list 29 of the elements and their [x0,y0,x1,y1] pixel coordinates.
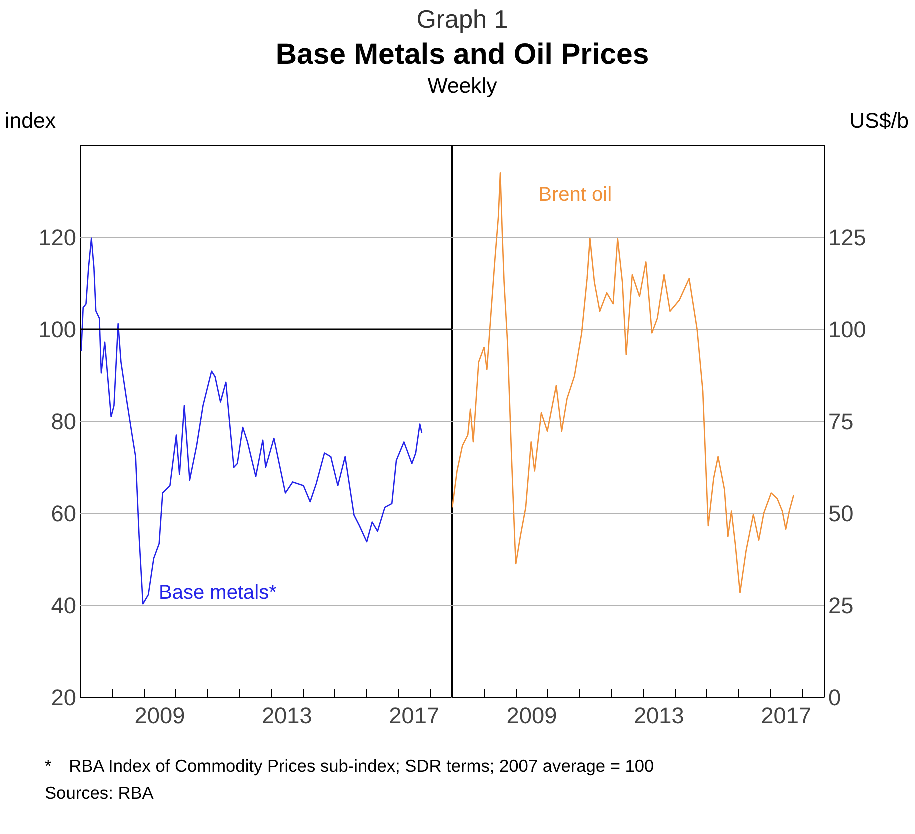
y-tick-label: 100 [828,316,866,342]
series-label: Base metals* [159,582,278,604]
x-tick-label: 2009 [506,702,558,728]
series-label: Brent oil [538,184,612,206]
y-tick-label: 0 [828,684,842,710]
y-axis-title: index [5,108,56,134]
chart-title: Base Metals and Oil Prices [274,36,650,73]
line-series [80,238,423,605]
y-tick-label: 60 [51,500,76,526]
x-tick-label: 2017 [761,702,812,728]
y-tick-label: 25 [828,592,854,618]
chart-subtitle: Weekly [426,73,498,100]
line-series [452,172,795,594]
x-tick-label: 2017 [389,702,440,728]
y-axis-title: US$/b [850,108,909,134]
caption: Graph 1 [416,5,510,36]
y-tick-label: 120 [38,224,77,250]
x-tick-label: 2013 [634,702,684,728]
x-tick-label: 2009 [134,702,186,728]
y-tick-label: 50 [828,500,854,526]
y-tick-label: 75 [828,408,854,434]
x-tick-label: 2013 [262,702,312,728]
y-tick-label: 100 [38,316,77,342]
y-tick-label: 40 [51,592,76,618]
source-note: Sources: RBA [45,782,155,805]
y-tick-label: 20 [51,684,76,710]
y-tick-label: 80 [51,408,76,434]
y-tick-label: 125 [828,224,866,250]
text: * RBA Index of Commodity Prices sub-index; SDR terms; 2007 average = 100 [45,754,656,778]
